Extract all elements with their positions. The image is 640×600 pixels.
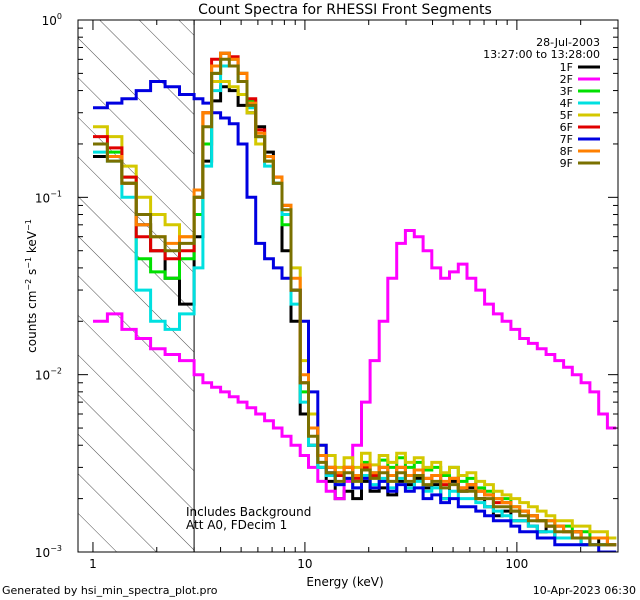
legend-label: 5F xyxy=(560,109,573,122)
legend-label: 3F xyxy=(560,85,573,98)
x-tick-label: 10 xyxy=(297,557,312,571)
y-tick-labels: 100 10−1 10−2 10−3 xyxy=(35,12,62,560)
annotation-attenuator: Att A0, FDecim 1 xyxy=(186,518,287,532)
x-tick-label: 1 xyxy=(89,557,97,571)
legend-label: 9F xyxy=(560,157,573,170)
series-layer xyxy=(93,51,617,552)
legend-label: 8F xyxy=(560,145,573,158)
date-label: 28-Jul-2003 xyxy=(536,36,600,49)
y-tick-label: 10−2 xyxy=(35,367,62,383)
y-axis-label: counts cm−2 s−1 keV−1 xyxy=(24,219,39,353)
series-line-9F xyxy=(93,57,617,547)
legend-label: 2F xyxy=(560,73,573,86)
plot-frame xyxy=(77,19,619,553)
footer-generated-by: Generated by hsi_min_spectra_plot.pro xyxy=(2,584,218,597)
y-tick-label: 10−3 xyxy=(35,544,62,560)
annotation-background: Includes Background xyxy=(186,505,311,519)
series-line-7F xyxy=(93,80,617,552)
series-line-2F xyxy=(93,229,617,501)
y-tick-label: 10−1 xyxy=(35,189,62,205)
tick-layer xyxy=(78,19,619,553)
footer-timestamp: 10-Apr-2023 06:30 xyxy=(533,584,636,597)
legend-label: 7F xyxy=(560,133,573,146)
x-axis-label: Energy (keV) xyxy=(306,575,383,589)
legend-label: 1F xyxy=(560,61,573,74)
x-tick-label: 100 xyxy=(505,557,528,571)
time-range-label: 13:27:00 to 13:28:00 xyxy=(483,48,600,61)
legend-label: 4F xyxy=(560,97,573,110)
y-tick-label: 100 xyxy=(42,12,62,28)
x-tick-labels: 1 10 100 xyxy=(89,557,528,571)
chart-title: Count Spectra for RHESSI Front Segments xyxy=(198,2,492,18)
legend-label: 6F xyxy=(560,121,573,134)
